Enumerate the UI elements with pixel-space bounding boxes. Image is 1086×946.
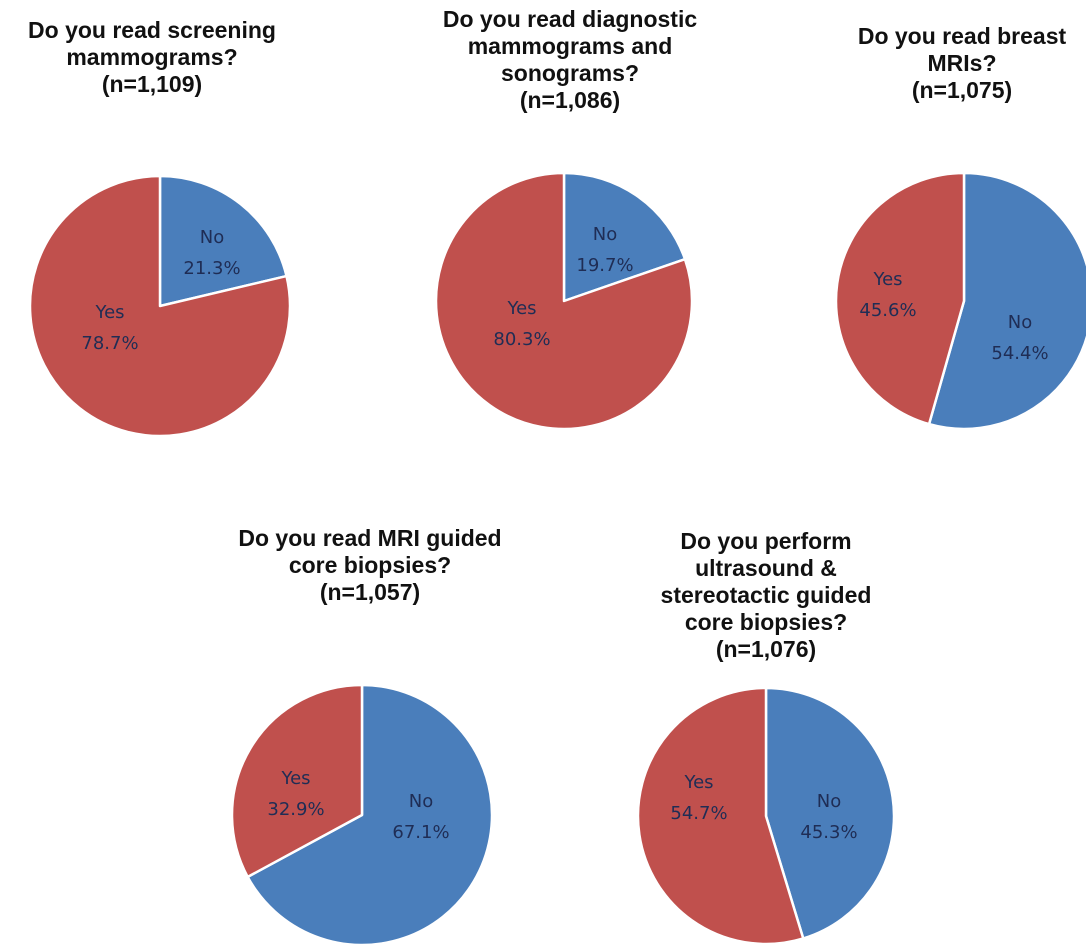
slice-label-value: 21.3% [183, 258, 240, 279]
pie-slice-yes [636, 686, 805, 946]
slice-label-name: Yes [280, 768, 310, 789]
chart-title-line: Do you read diagnostic [443, 6, 698, 32]
chart-title-line: (n=1,086) [520, 87, 620, 113]
chart-title-line: sonograms? [501, 60, 639, 86]
slice-label-value: 67.1% [392, 822, 449, 843]
pie-chart-4: Do you read MRI guided core biopsies? (n=1… [230, 525, 502, 946]
slice-label-yes: Yes 45.6% [859, 269, 916, 321]
slice-label-name: No [409, 791, 433, 812]
slice-label-value: 45.6% [859, 300, 916, 321]
chart-title-line: (n=1,076) [716, 636, 816, 662]
slice-label-name: No [1008, 312, 1032, 333]
pie-slice-yes [230, 683, 364, 879]
chart-title-line: (n=1,075) [912, 77, 1012, 103]
slice-label-name: Yes [872, 269, 902, 290]
slice-label-name: Yes [506, 298, 536, 319]
slice-label-yes: Yes 78.7% [81, 302, 138, 354]
chart-title-line: Do you read MRI guided [238, 525, 501, 551]
chart-title-line: (n=1,057) [320, 579, 420, 605]
slice-label-value: 32.9% [267, 799, 324, 820]
chart-title: Do you perform ultrasound & stereotactic g… [661, 528, 872, 662]
pie-slice-no [927, 171, 1086, 431]
chart-title-line: Do you read breast [858, 23, 1067, 49]
chart-title-line: mammograms and [468, 33, 673, 59]
pie-chart-2: Do you read diagnostic mammograms and sono… [434, 6, 698, 431]
chart-title: Do you read MRI guided core biopsies? (n=1… [238, 525, 501, 605]
chart-title-line: (n=1,109) [102, 71, 202, 97]
chart-title: Do you read diagnostic mammograms and sono… [443, 6, 698, 113]
slice-label-name: No [593, 224, 617, 245]
slice-label-no: No 21.3% [183, 227, 240, 279]
slice-label-value: 45.3% [800, 822, 857, 843]
chart-title-line: ultrasound & [695, 555, 837, 581]
pie-slice-yes [434, 171, 694, 431]
slice-label-name: No [817, 791, 841, 812]
slice-label-no: No 54.4% [991, 312, 1048, 364]
chart-title-line: mammograms? [66, 44, 237, 70]
pie-chart-3: Do you read breast MRIs? (n=1,075) No 54.4% Y… [834, 23, 1086, 431]
pie-chart-5: Do you perform ultrasound & stereotactic g… [636, 528, 896, 946]
slice-label-value: 54.7% [670, 803, 727, 824]
slice-label-yes: Yes 80.3% [493, 298, 550, 350]
slice-label-name: Yes [683, 772, 713, 793]
slice-label-name: Yes [94, 302, 124, 323]
chart-title-line: stereotactic guided [661, 582, 872, 608]
chart-title: Do you read screening mammograms? (n=1,109… [28, 17, 276, 97]
slice-label-yes: Yes 32.9% [267, 768, 324, 820]
chart-title-line: Do you perform [680, 528, 851, 554]
slice-label-no: No 45.3% [800, 791, 857, 843]
pie-slice-yes [28, 174, 292, 438]
slice-label-value: 80.3% [493, 329, 550, 350]
slice-label-yes: Yes 54.7% [670, 772, 727, 824]
slice-label-no: No 19.7% [576, 224, 633, 276]
pie-slice-no [158, 174, 288, 308]
chart-title-line: MRIs? [928, 50, 997, 76]
slice-label-value: 54.4% [991, 343, 1048, 364]
chart-title-line: Do you read screening [28, 17, 276, 43]
chart-title-line: core biopsies? [289, 552, 451, 578]
chart-title-line: core biopsies? [685, 609, 847, 635]
pie-slice-no [246, 683, 494, 946]
pie-chart-1: Do you read screening mammograms? (n=1,109… [28, 17, 292, 438]
slice-label-no: No 67.1% [392, 791, 449, 843]
slice-label-value: 19.7% [576, 255, 633, 276]
chart-title: Do you read breast MRIs? (n=1,075) [858, 23, 1067, 103]
slice-label-value: 78.7% [81, 333, 138, 354]
pie-slice-yes [834, 171, 966, 426]
pie-slice-no [764, 686, 896, 940]
slice-label-name: No [200, 227, 224, 248]
